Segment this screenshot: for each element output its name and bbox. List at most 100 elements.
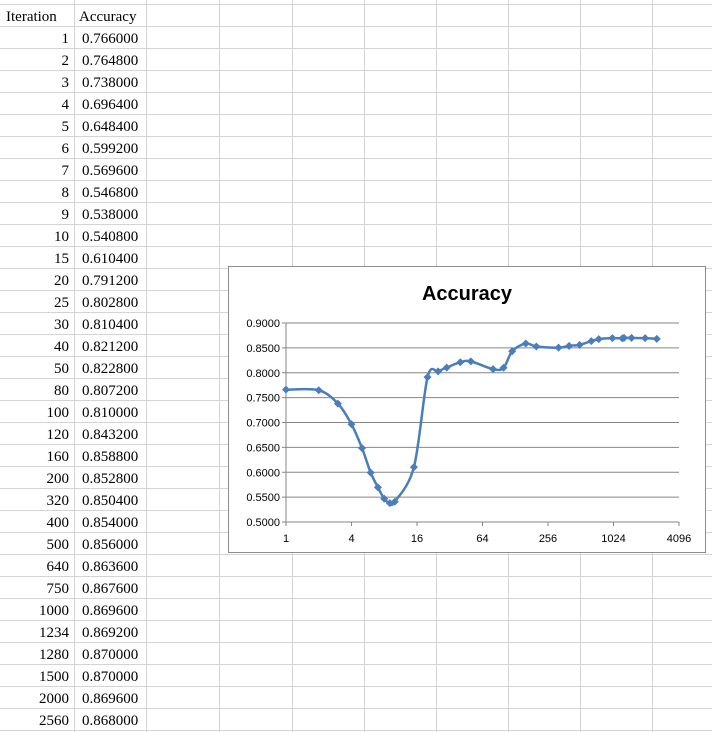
y-tick-label: 0.8000 xyxy=(246,368,280,380)
cell-accuracy[interactable]: 0.766000 xyxy=(82,31,139,47)
cell-iteration[interactable]: 50 xyxy=(54,361,69,377)
cell-iteration[interactable]: 5 xyxy=(61,119,70,135)
cell-accuracy[interactable]: 0.869600 xyxy=(82,691,139,707)
data-point-marker xyxy=(385,499,394,508)
cell-iteration[interactable]: 640 xyxy=(46,559,70,575)
cell-accuracy[interactable]: 0.858800 xyxy=(82,449,139,465)
data-point-marker xyxy=(347,420,356,429)
data-point-marker xyxy=(390,497,399,506)
data-point-marker xyxy=(532,342,541,351)
cell-iteration[interactable]: 120 xyxy=(46,427,70,443)
row-gridline xyxy=(0,136,712,137)
y-tick-label: 0.6500 xyxy=(246,442,280,454)
cell-accuracy[interactable]: 0.538000 xyxy=(82,207,139,223)
cell-accuracy[interactable]: 0.791200 xyxy=(82,273,139,289)
cell-iteration[interactable]: 200 xyxy=(46,471,70,487)
cell-iteration[interactable]: 20 xyxy=(54,273,69,289)
cell-iteration[interactable]: 3 xyxy=(61,75,70,91)
cell-iteration[interactable]: 400 xyxy=(46,515,70,531)
cell-iteration[interactable]: 6 xyxy=(61,141,70,157)
header-cell-iteration[interactable]: Iteration xyxy=(6,9,57,25)
cell-accuracy[interactable]: 0.810400 xyxy=(82,317,139,333)
cell-accuracy[interactable]: 0.546800 xyxy=(82,185,139,201)
cell-iteration[interactable]: 15 xyxy=(54,251,69,267)
cell-iteration[interactable]: 2560 xyxy=(39,713,69,729)
header-cell-accuracy[interactable]: Accuracy xyxy=(79,9,137,25)
cell-iteration[interactable]: 500 xyxy=(46,537,70,553)
cell-accuracy[interactable]: 0.856000 xyxy=(82,537,139,553)
cell-iteration[interactable]: 40 xyxy=(54,339,69,355)
cell-accuracy[interactable]: 0.540800 xyxy=(82,229,139,245)
cell-accuracy[interactable]: 0.870000 xyxy=(82,647,139,663)
cell-accuracy[interactable]: 0.648400 xyxy=(82,119,139,135)
row-gridline xyxy=(0,114,712,115)
cell-iteration[interactable]: 1000 xyxy=(39,603,69,619)
row-gridline xyxy=(0,620,712,621)
cell-accuracy[interactable]: 0.764800 xyxy=(82,53,139,69)
x-tick-label: 1024 xyxy=(601,533,625,545)
cell-iteration[interactable]: 1500 xyxy=(39,669,69,685)
cell-iteration[interactable]: 8 xyxy=(61,185,70,201)
data-point-marker xyxy=(358,444,367,453)
cell-accuracy[interactable]: 0.810000 xyxy=(82,405,139,421)
cell-accuracy[interactable]: 0.863600 xyxy=(82,559,139,575)
cell-accuracy[interactable]: 0.867600 xyxy=(82,581,139,597)
cell-accuracy[interactable]: 0.852800 xyxy=(82,471,139,487)
data-point-marker xyxy=(333,399,342,408)
row-gridline xyxy=(0,70,712,71)
row-gridline xyxy=(0,158,712,159)
cell-accuracy[interactable]: 0.696400 xyxy=(82,97,139,113)
cell-iteration[interactable]: 7 xyxy=(61,163,70,179)
cell-accuracy[interactable]: 0.802800 xyxy=(82,295,139,311)
cell-iteration[interactable]: 25 xyxy=(54,295,69,311)
cell-accuracy[interactable]: 0.569600 xyxy=(82,163,139,179)
cell-accuracy[interactable]: 0.822800 xyxy=(82,361,139,377)
cell-accuracy[interactable]: 0.599200 xyxy=(82,141,139,157)
accuracy-chart[interactable]: Accuracy 0.9000 0.8500 0.8000 0.7500 0.7000 0… xyxy=(228,266,706,553)
row-gridline xyxy=(0,642,712,643)
cell-iteration[interactable]: 10 xyxy=(54,229,69,245)
cell-accuracy[interactable]: 0.869600 xyxy=(82,603,139,619)
cell-iteration[interactable]: 1280 xyxy=(39,647,69,663)
cell-iteration[interactable]: 100 xyxy=(46,405,70,421)
row-gridline xyxy=(0,224,712,225)
cell-accuracy[interactable]: 0.870000 xyxy=(82,669,139,685)
row-gridline xyxy=(0,26,712,27)
cell-iteration[interactable]: 750 xyxy=(46,581,70,597)
data-point-marker xyxy=(442,363,451,372)
data-point-marker xyxy=(627,333,636,342)
cell-iteration[interactable]: 30 xyxy=(54,317,69,333)
data-point-marker xyxy=(554,343,563,352)
cell-accuracy[interactable]: 0.738000 xyxy=(82,75,139,91)
cell-iteration[interactable]: 320 xyxy=(46,493,70,509)
cell-accuracy[interactable]: 0.854000 xyxy=(82,515,139,531)
cell-iteration[interactable]: 9 xyxy=(61,207,70,223)
cell-accuracy[interactable]: 0.869200 xyxy=(82,625,139,641)
data-point-marker xyxy=(456,358,465,367)
row-gridline xyxy=(0,48,712,49)
x-tick-label: 256 xyxy=(539,533,557,545)
data-point-marker xyxy=(641,334,650,343)
x-tick-label: 4096 xyxy=(667,533,691,545)
data-point-marker xyxy=(587,337,596,346)
data-point-marker xyxy=(466,357,475,366)
cell-accuracy[interactable]: 0.850400 xyxy=(82,493,139,509)
cell-accuracy[interactable]: 0.807200 xyxy=(82,383,139,399)
cell-iteration[interactable]: 2 xyxy=(61,53,70,69)
cell-iteration[interactable]: 80 xyxy=(54,383,69,399)
cell-iteration[interactable]: 160 xyxy=(46,449,70,465)
data-point-marker xyxy=(434,367,443,376)
data-point-marker xyxy=(489,365,498,374)
cell-iteration[interactable]: 1234 xyxy=(39,625,69,641)
cell-accuracy[interactable]: 0.868000 xyxy=(82,713,139,729)
cell-iteration[interactable]: 2000 xyxy=(39,691,69,707)
data-point-marker xyxy=(409,463,418,472)
cell-iteration[interactable]: 4 xyxy=(61,97,70,113)
cell-iteration[interactable]: 1 xyxy=(61,31,70,47)
cell-accuracy[interactable]: 0.821200 xyxy=(82,339,139,355)
row-gridline xyxy=(0,576,712,577)
cell-accuracy[interactable]: 0.610400 xyxy=(82,251,139,267)
data-point-marker xyxy=(499,363,508,372)
chart-plot-area: Accuracy 0.9000 0.8500 0.8000 0.7500 0.7000 0… xyxy=(246,283,691,545)
cell-accuracy[interactable]: 0.843200 xyxy=(82,427,139,443)
